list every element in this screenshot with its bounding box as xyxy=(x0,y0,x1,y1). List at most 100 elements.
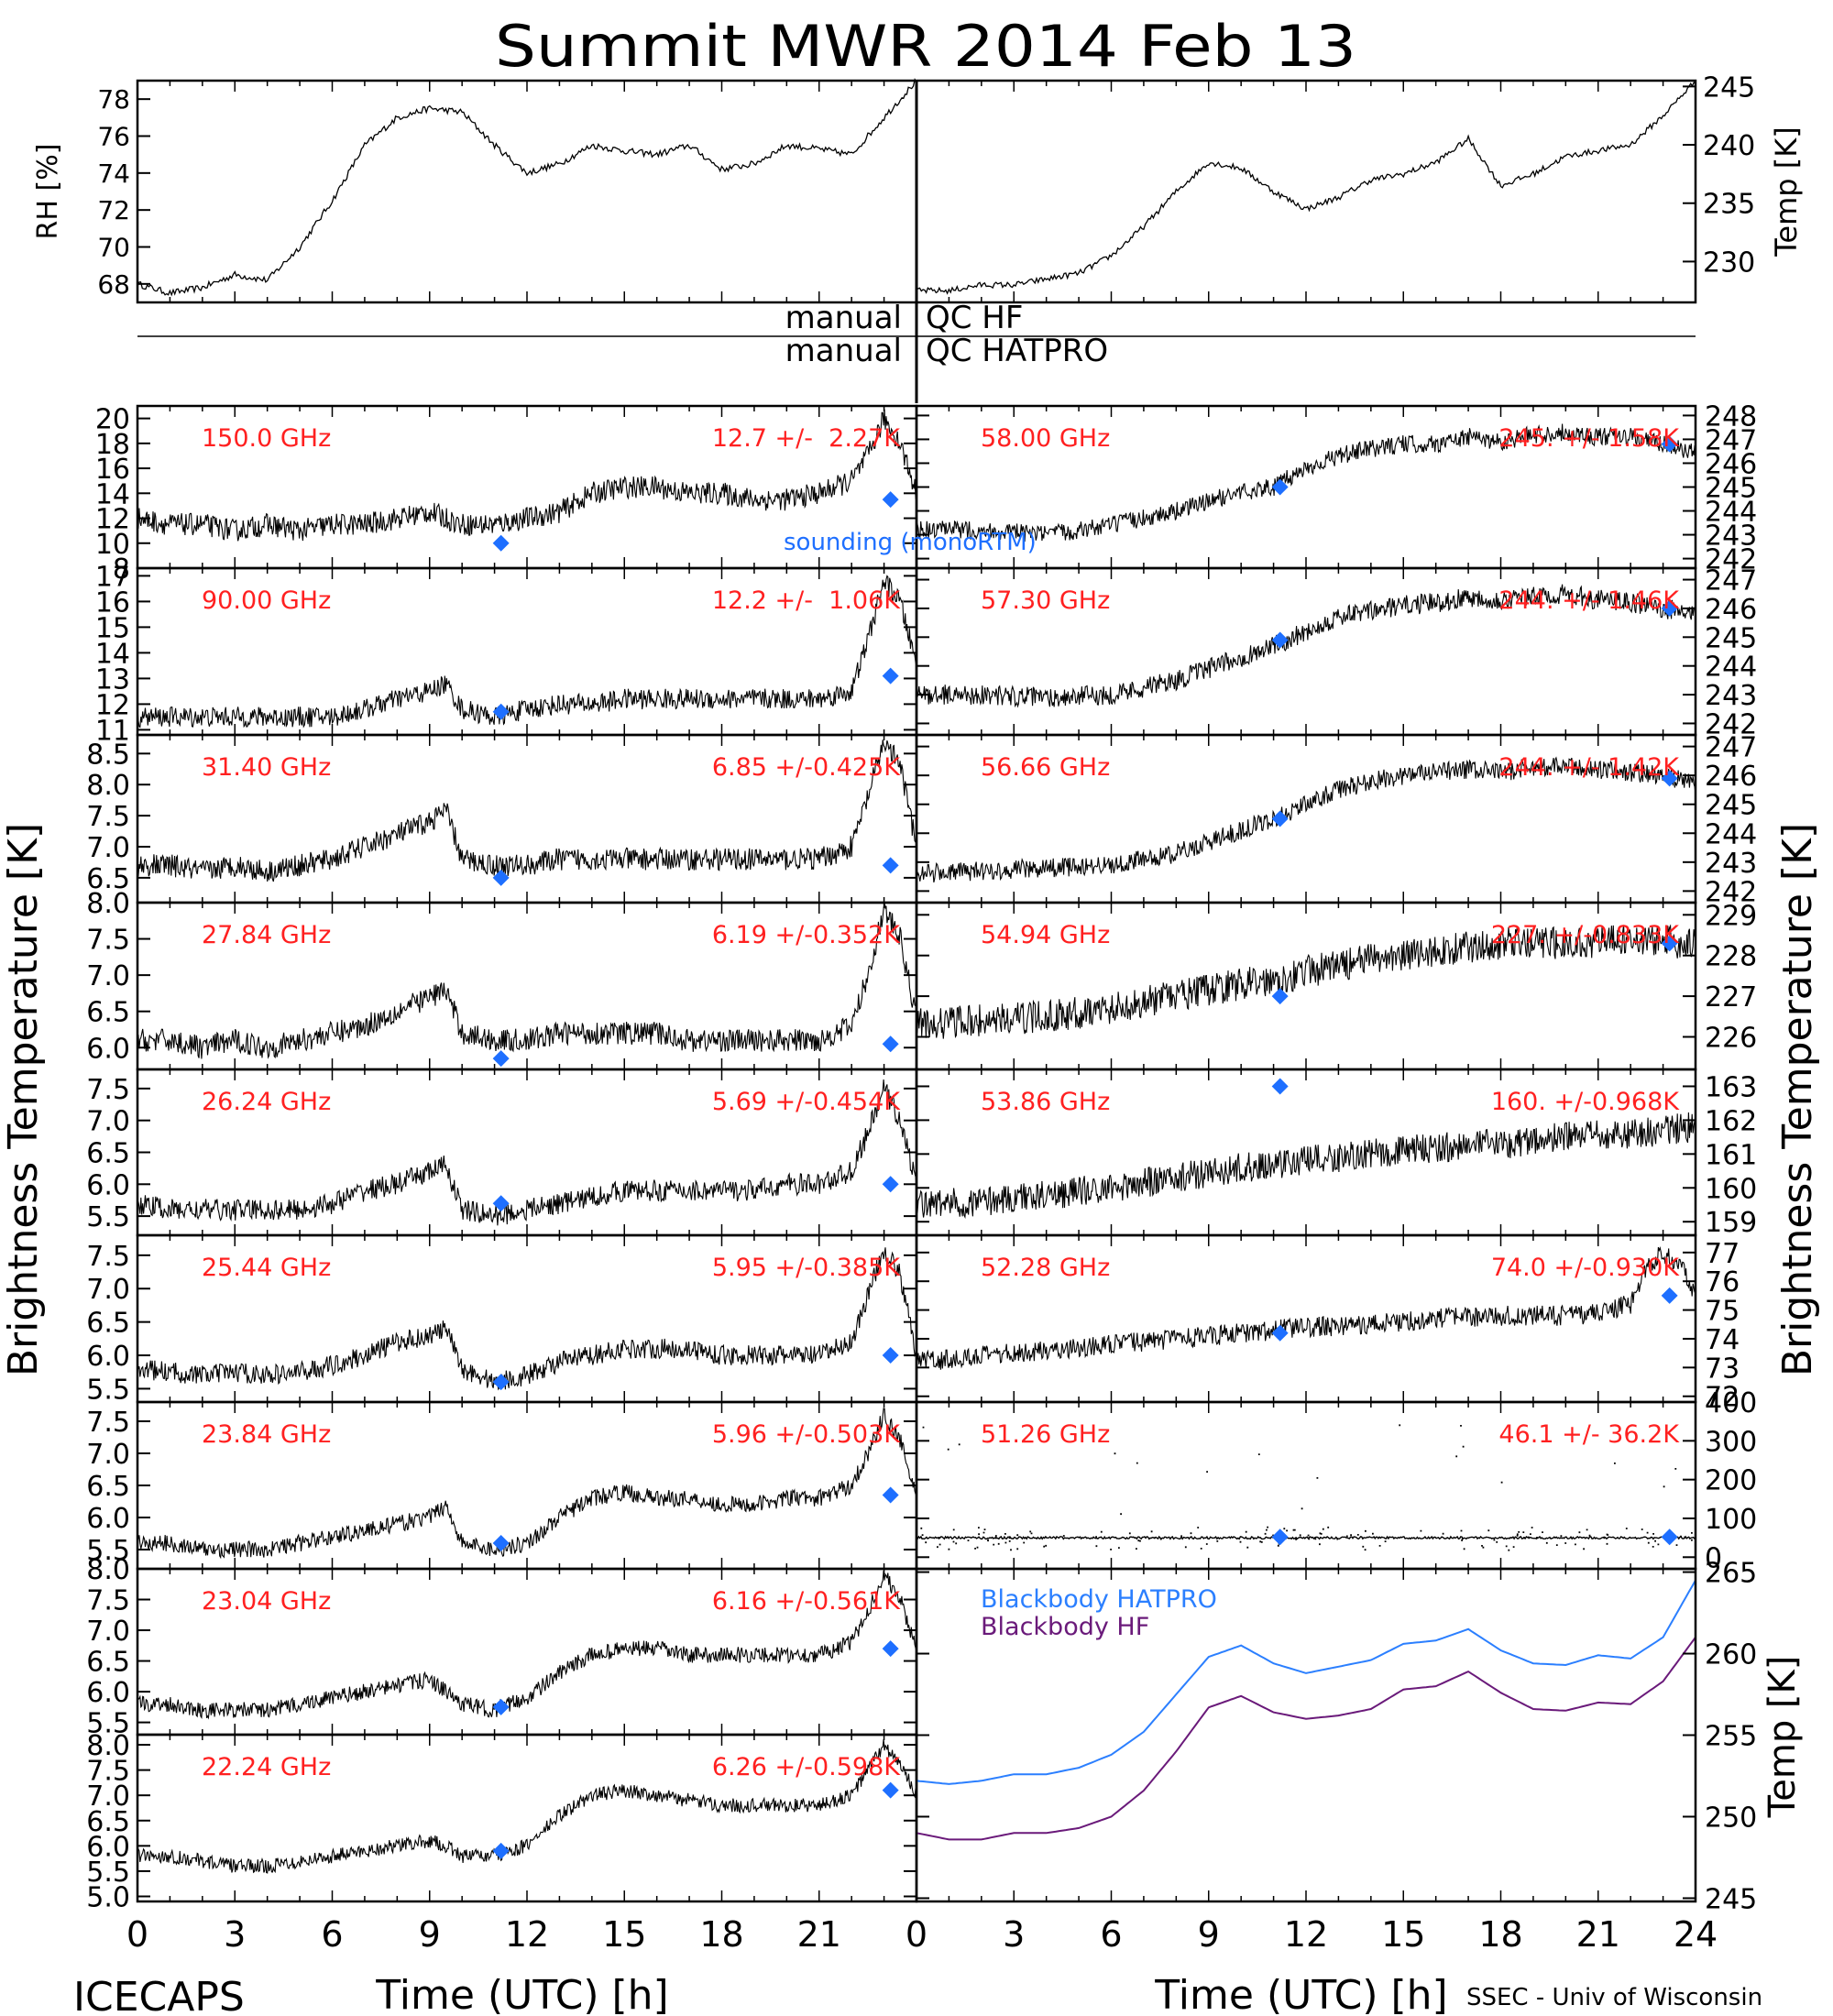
sounding-marker xyxy=(1271,1324,1289,1342)
channel-stat-label: 5.96 +/-0.503K xyxy=(712,1420,901,1449)
y-tick-label: 7.5 xyxy=(86,1407,130,1439)
sounding-marker xyxy=(492,1535,510,1551)
channel-stat-label: 5.69 +/-0.454K xyxy=(712,1088,901,1116)
met-panel: 68 70 72 74 76 78 230 235 240 245 RH [%] Temp [K… xyxy=(32,71,1804,304)
y-tick-label: 75 xyxy=(1705,1296,1740,1328)
footer-right: SSEC - Univ of Wisconsin xyxy=(1466,1984,1762,2011)
bb-axis-label: Temp [K] xyxy=(1762,1656,1804,1819)
y-tick-label: 100 xyxy=(1705,1504,1757,1536)
y-tick-label: 6.5 xyxy=(86,1308,130,1340)
y-tick-label: 245 xyxy=(1705,790,1757,822)
channel-trace-ch25 xyxy=(137,1247,916,1391)
x-tick-label: 18 xyxy=(699,1914,743,1955)
channel-frequency-label: 53.86 GHz xyxy=(981,1088,1110,1116)
channel-panel-ch26: 5.56.06.57.07.5 26.24 GHz 5.69 +/-0.454K xyxy=(86,1068,918,1237)
x-tick-label: 21 xyxy=(797,1914,841,1955)
y-tick-label: 6.5 xyxy=(86,1471,130,1503)
sounding-marker xyxy=(882,491,899,509)
channel-frequency-label: 52.28 GHz xyxy=(981,1254,1110,1282)
y-tick-label: 7.0 xyxy=(86,1616,130,1648)
channel-frequency-label: 27.84 GHz xyxy=(202,921,331,949)
x-tick-label: 9 xyxy=(419,1914,441,1955)
y-tick-label: 246 xyxy=(1705,594,1757,626)
channel-panel-ch22: 5.05.56.06.57.07.58.0 22.24 GHz 6.26 +/-0.… xyxy=(86,1730,918,1913)
y-tick-label: 247 xyxy=(1705,424,1757,456)
channel-trace-line xyxy=(916,584,1696,708)
channel-stat-label: 6.16 +/-0.561K xyxy=(712,1587,901,1616)
y-tick-label: 159 xyxy=(1705,1207,1757,1239)
bb-legend-label: Blackbody HATPRO xyxy=(981,1585,1217,1614)
sounding-marker xyxy=(882,1176,899,1193)
y-tick-label: 229 xyxy=(1705,900,1757,932)
bb-y-tick-label: 245 xyxy=(1705,1883,1757,1915)
y-tick-label: 6.0 xyxy=(86,1503,130,1535)
y-tick-label: 6.0 xyxy=(86,1169,130,1201)
y-tick-label: 7.5 xyxy=(86,1241,130,1273)
sounding-marker xyxy=(1661,435,1678,453)
y-tick-label: 243 xyxy=(1705,680,1757,712)
sounding-marker xyxy=(492,1195,510,1212)
right-ylabel: Brightness Temperature [K] xyxy=(1774,823,1821,1376)
y-tick-label: 226 xyxy=(1705,1022,1757,1054)
xlabel-right: Time (UTC) [h] xyxy=(1154,1972,1447,2016)
y-tick-label: 77 xyxy=(1705,1238,1740,1270)
y-tick-label: 8.0 xyxy=(86,888,130,920)
y-tick-label: 160 xyxy=(1705,1173,1757,1205)
channel-trace-ch51 xyxy=(916,1424,1696,1551)
channel-trace-line xyxy=(916,1535,1696,1540)
channel-trace-line xyxy=(137,1408,916,1560)
y-tick-label: 6.0 xyxy=(86,1033,130,1065)
channel-stat-label: 6.26 +/-0.598K xyxy=(712,1753,901,1781)
sounding-marker xyxy=(492,1698,510,1715)
y-tick-label: 247 xyxy=(1705,565,1757,597)
channel-trace-line xyxy=(137,1739,916,1874)
channel-stat-label: 12.7 +/- 2.27K xyxy=(712,424,901,453)
sounding-marker xyxy=(1271,1528,1289,1546)
channel-trace-ch31 xyxy=(137,740,916,882)
y-tick-label: 10 xyxy=(95,529,130,561)
channel-stat-label: 245. +/- 1.58K xyxy=(1498,424,1680,453)
y-tick-label: 20 xyxy=(95,404,130,436)
y-tick-label: 7.5 xyxy=(86,1074,130,1106)
bb-y-tick-label: 265 xyxy=(1705,1558,1757,1590)
channel-stat-label: 227. +/-0.833K xyxy=(1491,921,1680,949)
x-tick-label: 15 xyxy=(1381,1914,1425,1955)
qc-strip: manual QC HF manual QC HATPRO xyxy=(137,300,1696,369)
y-tick-label: 228 xyxy=(1705,941,1757,973)
channel-trace-ch58 xyxy=(916,423,1696,542)
y-tick-label: 5.5 xyxy=(86,1708,130,1740)
y-tick-label: 244 xyxy=(1705,818,1757,850)
y-tick-label: 16 xyxy=(95,586,130,619)
y-tick-label: 7.0 xyxy=(86,1274,130,1306)
channel-stat-label: 46.1 +/- 36.2K xyxy=(1498,1420,1680,1449)
bb-y-tick-label: 255 xyxy=(1705,1721,1757,1753)
bb-y-tick-label: 260 xyxy=(1705,1639,1757,1671)
y-tick-label: 7.5 xyxy=(86,925,130,957)
footer-left: ICECAPS xyxy=(73,1974,245,2016)
y-tick-label: 72 xyxy=(1705,1382,1740,1414)
channel-panel-ch23_8: 5.56.06.57.07.5 23.84 GHz 5.96 +/-0.503K xyxy=(86,1400,918,1571)
x-tick-label: 0 xyxy=(906,1914,927,1955)
sounding-marker xyxy=(1661,1528,1678,1546)
rh-tick-label: 72 xyxy=(97,195,130,225)
y-tick-label: 242 xyxy=(1705,876,1757,908)
temp-tick-label: 245 xyxy=(1703,71,1755,104)
channel-stat-label: 74.0 +/-0.930K xyxy=(1491,1254,1680,1282)
sounding-marker xyxy=(492,869,510,886)
channel-stat-label: 6.85 +/-0.425K xyxy=(712,753,901,782)
temp-axis-label-top: Temp [K] xyxy=(1769,126,1804,257)
temp-tick-label: 240 xyxy=(1703,130,1755,162)
y-tick-label: 0 xyxy=(1705,1542,1722,1574)
y-tick-label: 8 xyxy=(113,553,130,586)
x-tick-label: 6 xyxy=(321,1914,343,1955)
channel-stat-label: 160. +/-0.968K xyxy=(1491,1088,1680,1116)
x-tick-label: 6 xyxy=(1100,1914,1122,1955)
qc-hf-label: manual xyxy=(785,300,902,336)
channel-frequency-label: 56.66 GHz xyxy=(981,753,1110,782)
y-tick-label: 163 xyxy=(1705,1071,1757,1103)
y-tick-label: 7.0 xyxy=(86,1106,130,1138)
y-tick-label: 6.5 xyxy=(86,1647,130,1679)
y-tick-label: 8.0 xyxy=(86,1554,130,1586)
channel-trace-ch56 xyxy=(916,756,1696,883)
y-tick-label: 17 xyxy=(95,561,130,593)
